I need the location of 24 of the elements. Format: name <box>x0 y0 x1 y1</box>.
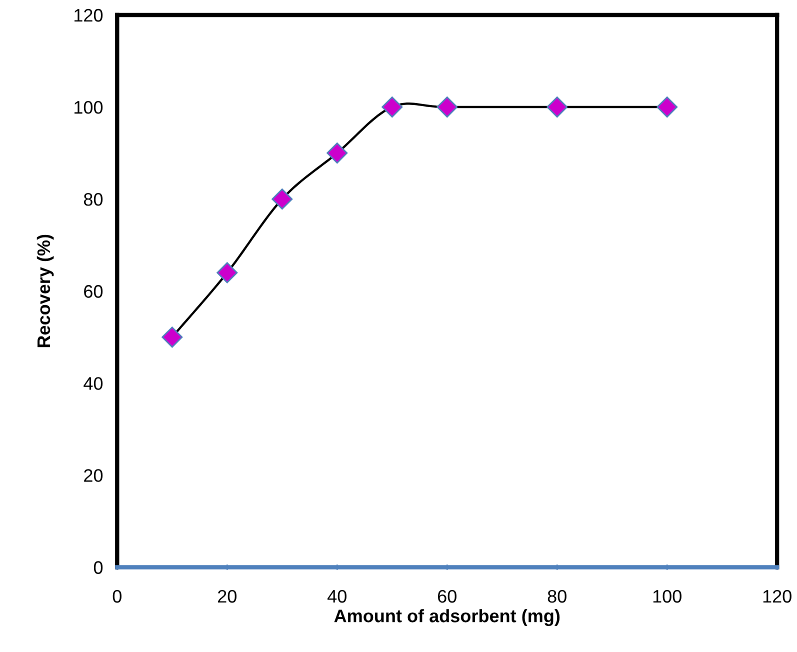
y-tick-label: 20 <box>84 469 103 482</box>
y-tick-label: 0 <box>94 561 103 574</box>
point <box>326 142 348 164</box>
y-tick-label: 100 <box>74 100 103 114</box>
x-tick-label: 120 <box>763 590 792 603</box>
x-tick-label: 60 <box>438 590 456 603</box>
point <box>162 326 183 348</box>
point <box>656 96 678 118</box>
y-axis-title: Recovery (%) <box>36 234 54 348</box>
x-axis-title: Amount of adsorbent (mg) <box>334 609 560 626</box>
point <box>436 96 458 118</box>
x-tick-label: 0 <box>112 590 122 603</box>
point <box>216 262 238 284</box>
x-tick-label: 20 <box>218 590 236 603</box>
x-tick-label: 100 <box>653 590 682 603</box>
y-tick-label: 40 <box>84 377 103 390</box>
y-tick-label: 60 <box>84 285 103 298</box>
point <box>546 96 568 118</box>
point <box>272 188 293 210</box>
point <box>382 96 403 118</box>
y-tick-label: 120 <box>74 8 103 22</box>
x-tick-label: 40 <box>328 590 346 603</box>
y-tick-label: 80 <box>84 193 103 206</box>
x-tick-label: 80 <box>548 590 566 603</box>
